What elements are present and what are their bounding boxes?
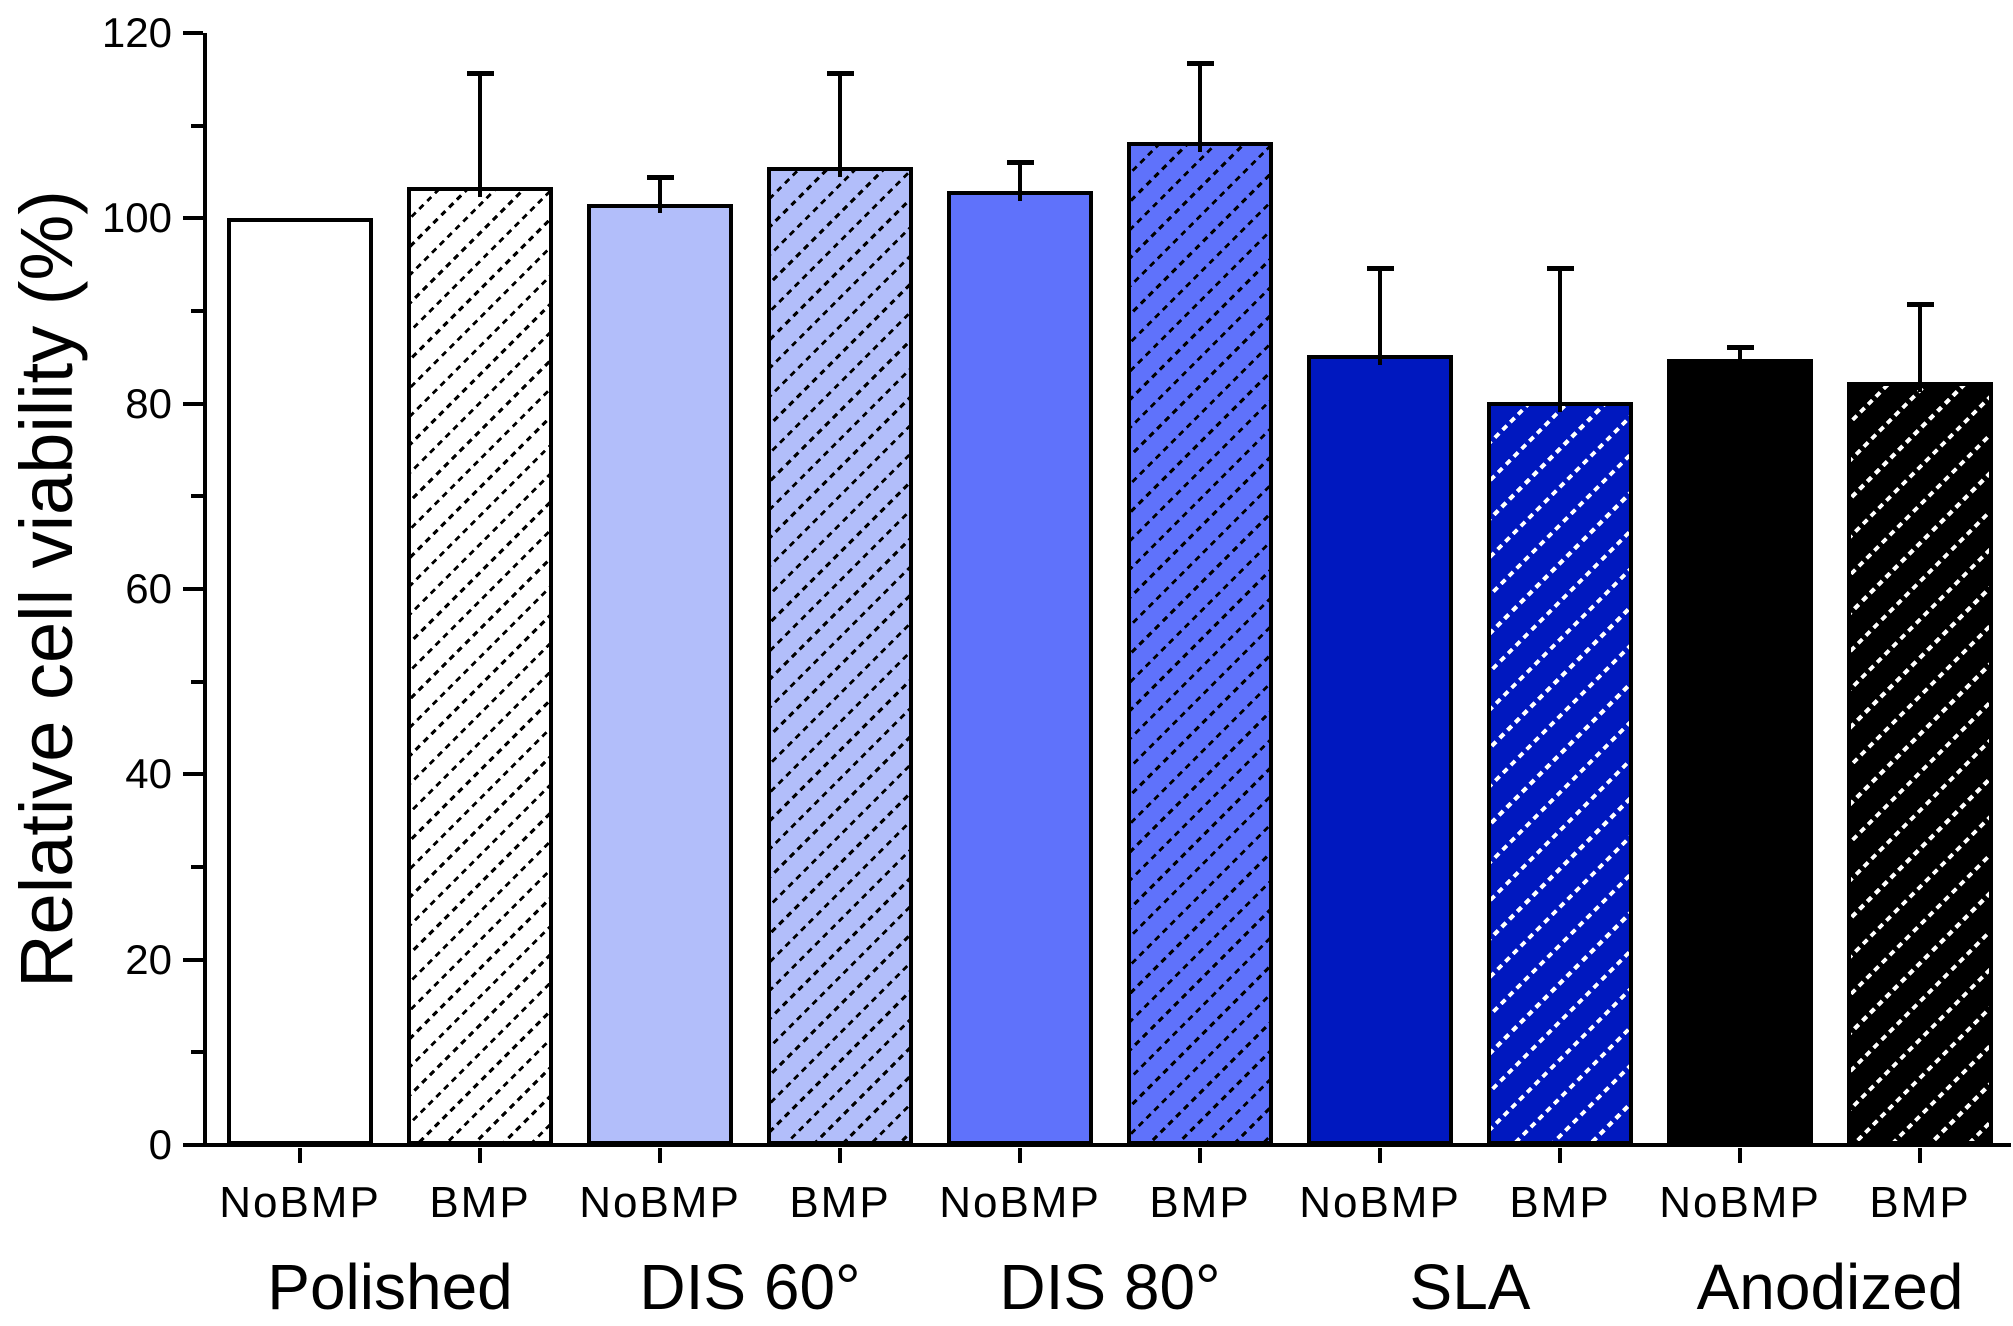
y-tick-label: 100 [101, 194, 172, 242]
x-tick-sla-bmp [1558, 1148, 1562, 1163]
error-cap-polished-bmp [467, 70, 494, 76]
y-major-tick [183, 31, 203, 35]
x-tick-anodized-nobmp [1738, 1148, 1742, 1163]
bar-dis-60-bmp [767, 167, 913, 1145]
condition-label-anodized-bmp: BMP [1869, 1178, 1971, 1227]
x-tick-anodized-bmp [1918, 1148, 1922, 1163]
y-tick-label: 60 [125, 565, 172, 612]
bar-dis-60-nobmp [587, 204, 733, 1145]
y-minor-tick [191, 679, 203, 684]
bar-sla-bmp [1487, 402, 1633, 1145]
error-bar-dis-80-bmp [1198, 62, 1202, 153]
condition-label-anodized-nobmp: NoBMP [1659, 1178, 1821, 1227]
y-tick-label: 80 [125, 379, 172, 427]
x-tick-dis-80-nobmp [1018, 1148, 1022, 1163]
y-major-tick [183, 401, 203, 406]
error-bar-anodized-bmp [1918, 303, 1922, 393]
y-major-tick [183, 772, 203, 777]
y-tick-label: 40 [125, 750, 172, 798]
error-cap-anodized-bmp [1907, 301, 1934, 307]
condition-label-dis-60-nobmp: NoBMP [579, 1178, 741, 1227]
error-cap-sla-bmp [1547, 266, 1574, 272]
bar-sla-nobmp [1307, 355, 1453, 1145]
error-cap-dis-80-nobmp [1007, 159, 1034, 165]
y-major-tick [183, 216, 203, 221]
plot-area [203, 33, 2011, 1145]
x-tick-dis-80-bmp [1198, 1148, 1202, 1163]
bar-anodized-bmp [1847, 382, 1993, 1145]
y-minor-tick [191, 494, 203, 499]
bar-anodized-nobmp [1667, 359, 1813, 1145]
bar-polished-nobmp [227, 218, 373, 1145]
x-tick-dis-60-nobmp [658, 1148, 662, 1163]
condition-label-sla-bmp: BMP [1509, 1178, 1611, 1227]
condition-label-dis-60-bmp: BMP [789, 1178, 891, 1227]
error-cap-sla-nobmp [1367, 266, 1394, 272]
y-tick-label: 0 [148, 1121, 172, 1168]
y-tick-label: 20 [125, 935, 172, 983]
error-bar-sla-bmp [1558, 268, 1562, 412]
y-minor-tick [191, 865, 203, 869]
error-cap-dis-60-bmp [827, 70, 854, 76]
condition-label-dis-80-bmp: BMP [1149, 1178, 1251, 1227]
y-tick-label: 120 [101, 9, 172, 56]
error-cap-dis-80-bmp [1187, 60, 1214, 66]
y-major-tick [183, 1143, 203, 1147]
y-minor-tick [191, 123, 203, 128]
x-tick-dis-60-bmp [838, 1148, 842, 1163]
condition-label-polished-nobmp: NoBMP [219, 1178, 381, 1227]
error-bar-sla-nobmp [1378, 268, 1382, 366]
error-bar-polished-bmp [478, 72, 482, 197]
error-bar-anodized-nobmp [1738, 347, 1742, 370]
group-label-dis-60: DIS 60° [639, 1251, 861, 1323]
x-axis-line [186, 1143, 2011, 1147]
y-minor-tick [191, 309, 203, 313]
error-bar-dis-60-bmp [838, 72, 842, 178]
condition-label-sla-nobmp: NoBMP [1299, 1178, 1461, 1227]
condition-label-polished-bmp: BMP [429, 1178, 531, 1227]
x-tick-polished-bmp [478, 1148, 482, 1163]
group-label-anodized: Anodized [1696, 1251, 1964, 1323]
error-cap-dis-60-nobmp [647, 174, 674, 180]
condition-label-dis-80-nobmp: NoBMP [939, 1178, 1101, 1227]
error-cap-anodized-nobmp [1727, 345, 1754, 351]
error-bar-dis-60-nobmp [658, 176, 662, 214]
y-minor-tick [191, 1050, 203, 1055]
y-major-tick [183, 957, 203, 962]
bar-dis-80-bmp [1127, 142, 1273, 1145]
bar-dis-80-nobmp [947, 191, 1093, 1145]
bar-polished-bmp [407, 187, 553, 1145]
group-label-polished: Polished [267, 1251, 513, 1323]
group-label-dis-80: DIS 80° [999, 1251, 1221, 1323]
x-tick-sla-nobmp [1378, 1148, 1382, 1163]
y-major-tick [183, 587, 203, 591]
x-tick-polished-nobmp [298, 1148, 302, 1163]
group-label-sla: SLA [1409, 1251, 1531, 1323]
error-bar-dis-80-nobmp [1018, 161, 1022, 202]
